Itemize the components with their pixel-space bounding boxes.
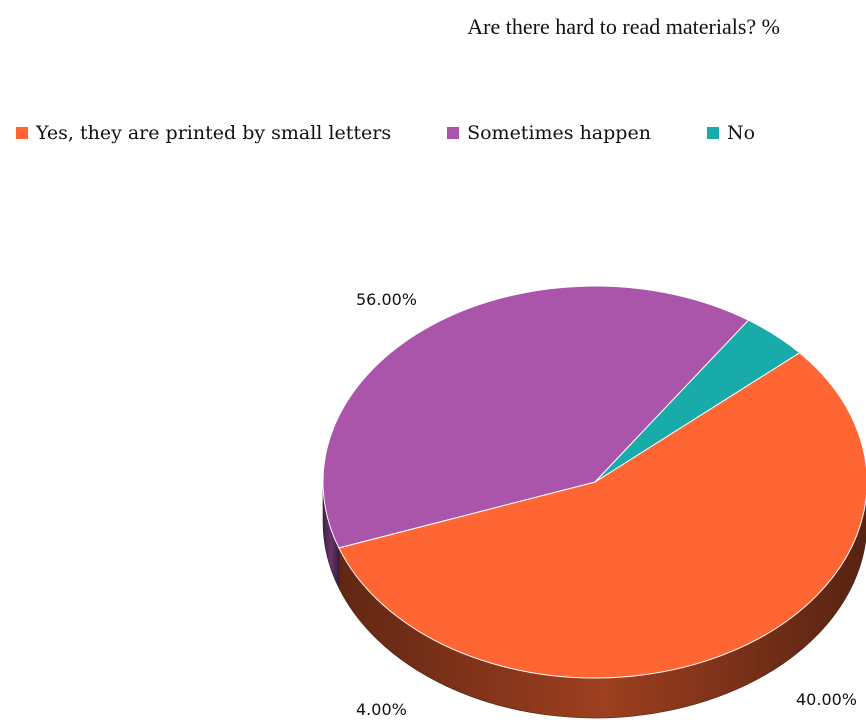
legend-item-no: No — [706, 122, 756, 144]
legend-swatch-no — [706, 127, 719, 139]
pie-slice-no — [594, 319, 801, 483]
legend-item-yes: Yes, they are printed by small letters — [16, 122, 391, 144]
legend-label-no: No — [726, 122, 756, 144]
data-label-yes: 56.00% — [356, 290, 418, 309]
legend-swatch-sometimes — [447, 127, 460, 139]
pie-slice-sometimes — [322, 285, 750, 549]
pie-slice-yes — [338, 352, 866, 679]
legend-label-yes: Yes, they are printed by small letters — [36, 122, 392, 144]
legend-swatch-yes — [16, 127, 28, 139]
legend-item-sometimes: Sometimes happen — [447, 122, 651, 144]
legend-label-sometimes: Sometimes happen — [467, 122, 651, 144]
chart-legend: Yes, they are printed by small letters S… — [16, 122, 755, 144]
chart-title: Are there hard to read materials? % — [467, 14, 780, 39]
data-label-no: 4.00% — [356, 700, 407, 719]
data-label-sometimes: 40.00% — [796, 690, 858, 709]
